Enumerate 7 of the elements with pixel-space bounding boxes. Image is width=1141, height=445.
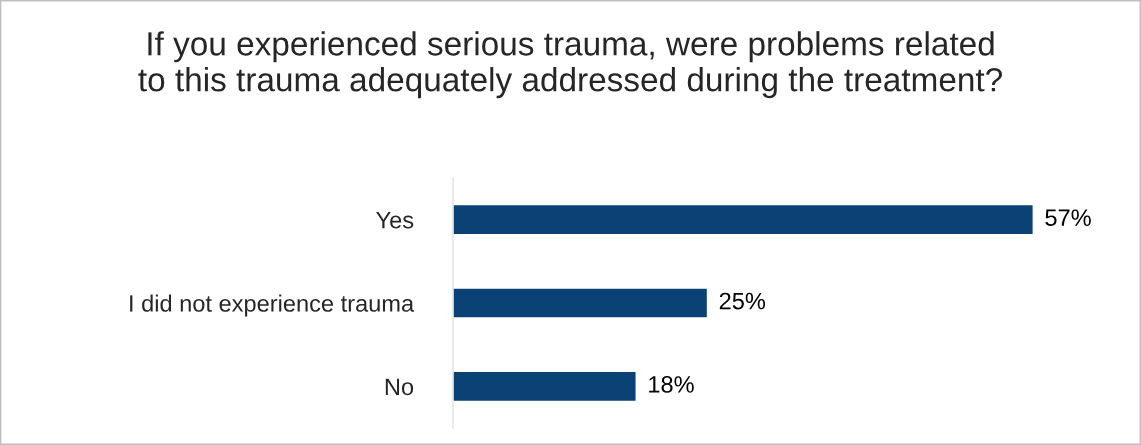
chart-title: If you experienced serious trauma, were problems related to this trauma adequately addressed during the treatment? [138, 31, 1002, 99]
data-label: 18% [649, 376, 694, 393]
y-tick-label: I did not experience trauma [130, 294, 415, 317]
data-label: 57% [1045, 209, 1091, 227]
y-tick-label: Yes [376, 211, 414, 229]
data-label: 25% [719, 292, 766, 310]
y-tick-label: No [385, 378, 414, 396]
